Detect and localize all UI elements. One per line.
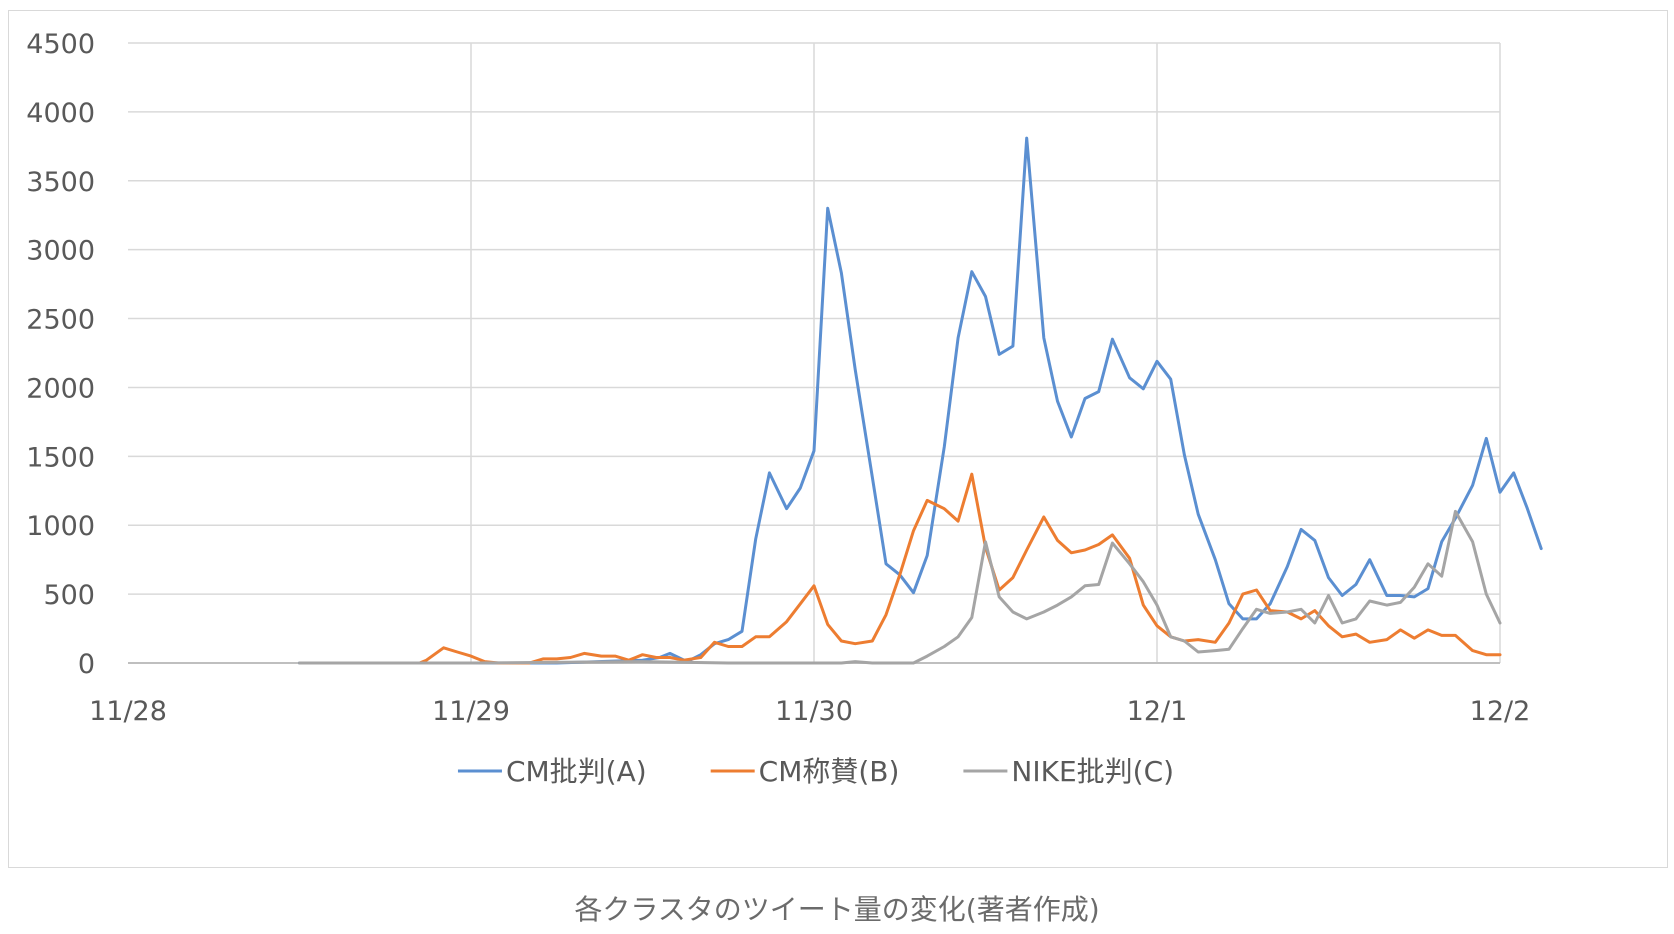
y-tick-label: 3500: [26, 167, 95, 198]
figure-caption: 各クラスタのツイート量の変化(著者作成): [574, 893, 1100, 926]
line-chart: 0 500 1000 1500 2000 2500 3000 3500 4000 4500 11/…: [26, 29, 1543, 788]
x-tick-label: 12/2: [1470, 696, 1531, 727]
x-tick-label: 11/28: [89, 696, 167, 727]
series-line-1: [298, 136, 1543, 665]
legend: CM批判(A) CM称賛(B) NIKE批判(C): [457, 755, 1174, 788]
legend-label: CM批判(A): [506, 755, 647, 788]
series-line-3: [298, 509, 1502, 665]
legend-label: CM称賛(B): [759, 755, 900, 788]
chart-frame: 0 500 1000 1500 2000 2500 3000 3500 4000 4500 11/…: [8, 10, 1668, 868]
y-tick-label: 1500: [26, 442, 95, 473]
y-tick-label: 2000: [26, 373, 95, 404]
y-axis-tick-labels: 0 500 1000 1500 2000 2500 3000 3500 4000 4500: [26, 29, 95, 680]
y-tick-label: 500: [43, 580, 95, 611]
legend-label: NIKE批判(C): [1011, 755, 1174, 788]
y-tick-label: 2500: [26, 305, 95, 336]
x-tick-label: 11/30: [775, 696, 853, 727]
legend-item-3: NIKE批判(C): [963, 755, 1174, 788]
y-tick-label: 1000: [26, 511, 95, 542]
series-line-2: [418, 472, 1502, 665]
y-tick-label: 0: [78, 649, 95, 680]
y-tick-label: 4500: [26, 29, 95, 60]
x-tick-label: 12/1: [1127, 696, 1188, 727]
y-tick-label: 4000: [26, 98, 95, 129]
series-lines: [298, 136, 1543, 665]
y-tick-label: 3000: [26, 236, 95, 267]
gridlines: [128, 42, 1501, 664]
legend-item-1: CM批判(A): [457, 755, 647, 788]
x-axis-tick-labels: 11/28 11/29 11/30 12/1 12/2: [89, 696, 1530, 727]
legend-item-2: CM称賛(B): [710, 755, 900, 788]
x-tick-label: 11/29: [432, 696, 510, 727]
